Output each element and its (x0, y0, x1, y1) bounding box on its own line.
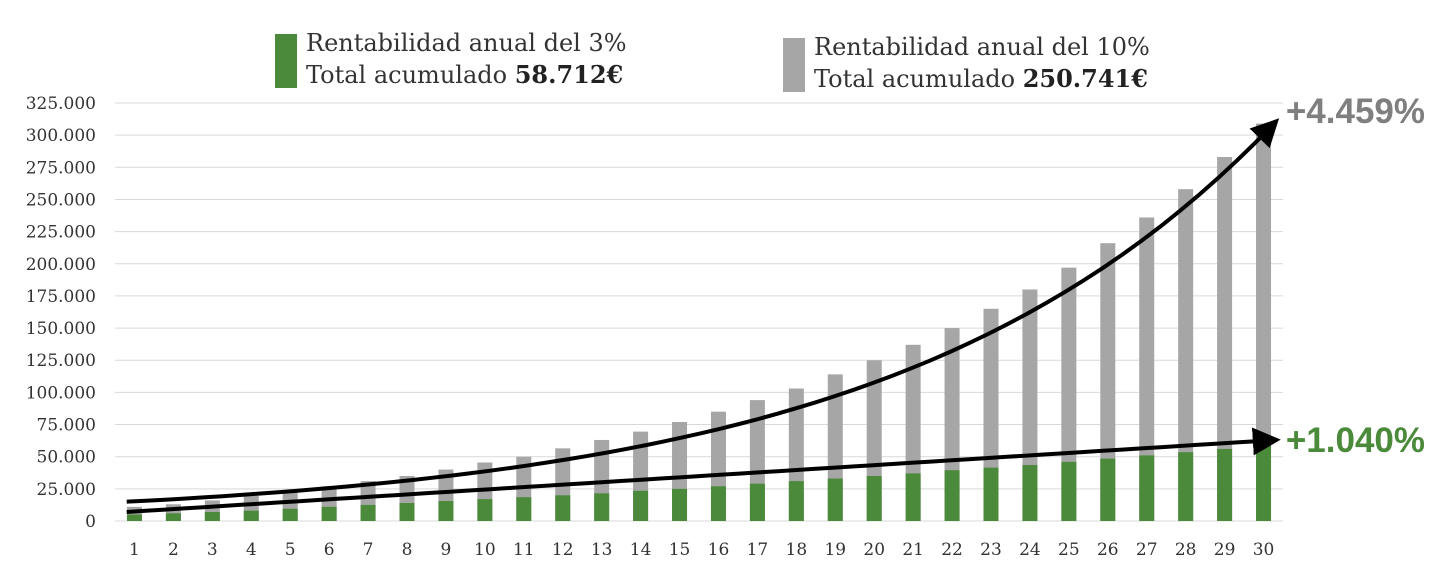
x-tick-label: 10 (474, 540, 496, 560)
x-tick-label: 19 (824, 540, 846, 560)
bar-3pct (944, 470, 960, 521)
x-tick-label: 5 (285, 540, 296, 560)
y-tick-label: 325.000 (26, 94, 96, 114)
growth-label-10pct: +4.459% (1286, 92, 1425, 131)
y-tick-label: 200.000 (26, 255, 96, 275)
legend-swatch-green (275, 34, 297, 88)
bar-10pct (1139, 217, 1155, 521)
x-tick-label: 25 (1058, 540, 1080, 560)
bar-3pct (1022, 465, 1038, 521)
y-tick-label: 275.000 (26, 158, 96, 178)
bar-3pct (438, 501, 454, 521)
bar-3pct (788, 481, 804, 521)
x-tick-label: 17 (747, 540, 769, 560)
bar-3pct (749, 483, 765, 521)
bar-3pct (633, 490, 649, 521)
x-tick-label: 13 (591, 540, 613, 560)
bar-3pct (555, 495, 571, 521)
bar-3pct (1100, 458, 1116, 521)
bar-10pct (1256, 123, 1272, 521)
bar-3pct (477, 499, 493, 521)
x-tick-label: 6 (324, 540, 335, 560)
bar-3pct (710, 486, 726, 521)
x-tick-label: 12 (552, 540, 574, 560)
x-tick-label: 16 (708, 540, 730, 560)
bar-3pct (866, 475, 882, 521)
trend-10-arrow (126, 118, 1280, 504)
x-tick-label: 28 (1175, 540, 1197, 560)
legend-label-10pct: Rentabilidad anual del 10% (814, 33, 1150, 61)
bar-3pct (165, 513, 181, 521)
bar-3pct (321, 506, 337, 521)
y-tick-label: 225.000 (26, 223, 96, 243)
bar-3pct (516, 497, 532, 521)
bar-3pct (360, 504, 376, 521)
legend-total-10pct: Total acumulado 250.741€ (814, 64, 1148, 93)
x-tick-label: 14 (630, 540, 652, 560)
legend-swatch-gray (783, 38, 805, 92)
y-tick-label: 250.000 (26, 190, 96, 210)
bar-3pct (282, 508, 298, 521)
bar-3pct (1061, 461, 1077, 521)
bar-10pct (1061, 267, 1077, 521)
y-tick-label: 25.000 (37, 480, 96, 500)
bar-3pct (399, 502, 415, 521)
x-tick-label: 3 (207, 540, 218, 560)
bar-3pct (1139, 455, 1155, 521)
x-tick-label: 29 (1214, 540, 1236, 560)
bar-3pct (126, 514, 142, 521)
y-tick-label: 300.000 (26, 126, 96, 146)
x-tick-label: 21 (902, 540, 924, 560)
y-tick-label: 150.000 (26, 319, 96, 339)
bar-3pct (672, 488, 688, 521)
bar-3pct (243, 510, 259, 521)
bar-3pct (827, 478, 843, 521)
legend-item-3pct: Rentabilidad anual del 3% Total acumulad… (275, 28, 627, 91)
bar-10pct (1217, 157, 1233, 521)
x-tick-label: 27 (1136, 540, 1158, 560)
y-tick-label: 75.000 (37, 416, 96, 436)
x-tick-label: 23 (980, 540, 1002, 560)
y-tick-label: 125.000 (26, 351, 96, 371)
x-tick-label: 4 (246, 540, 257, 560)
legend-item-10pct: Rentabilidad anual del 10% Total acumula… (783, 32, 1150, 95)
x-tick-label: 7 (363, 540, 374, 560)
bar-3pct (905, 473, 921, 521)
y-tick-label: 100.000 (26, 383, 96, 403)
trend-3-arrow (126, 427, 1281, 514)
bar-3pct (1178, 452, 1194, 521)
x-tick-label: 15 (669, 540, 691, 560)
x-tick-label: 11 (513, 540, 535, 560)
growth-label-3pct: +1.040% (1286, 421, 1425, 460)
bar-10pct (1022, 289, 1038, 521)
x-tick-label: 22 (941, 540, 963, 560)
legend-total-3pct: Total acumulado 58.712€ (306, 60, 624, 89)
x-tick-label: 18 (786, 540, 808, 560)
bar-3pct (204, 511, 220, 521)
bar-3pct (1256, 445, 1272, 521)
legend-label-3pct: Rentabilidad anual del 3% (306, 29, 627, 57)
y-tick-label: 0 (85, 512, 96, 532)
x-tick-label: 2 (168, 540, 179, 560)
x-tick-label: 8 (402, 540, 413, 560)
x-tick-label: 20 (863, 540, 885, 560)
x-tick-label: 24 (1019, 540, 1041, 560)
x-tick-label: 30 (1253, 540, 1275, 560)
bar-3pct (983, 467, 999, 521)
bar-3pct (1217, 448, 1233, 521)
y-tick-label: 175.000 (26, 287, 96, 307)
x-tick-label: 9 (441, 540, 452, 560)
x-tick-label: 1 (129, 540, 140, 560)
bar-3pct (594, 493, 610, 521)
bar-10pct (1178, 189, 1194, 521)
y-tick-label: 50.000 (37, 448, 96, 468)
x-tick-label: 26 (1097, 540, 1119, 560)
